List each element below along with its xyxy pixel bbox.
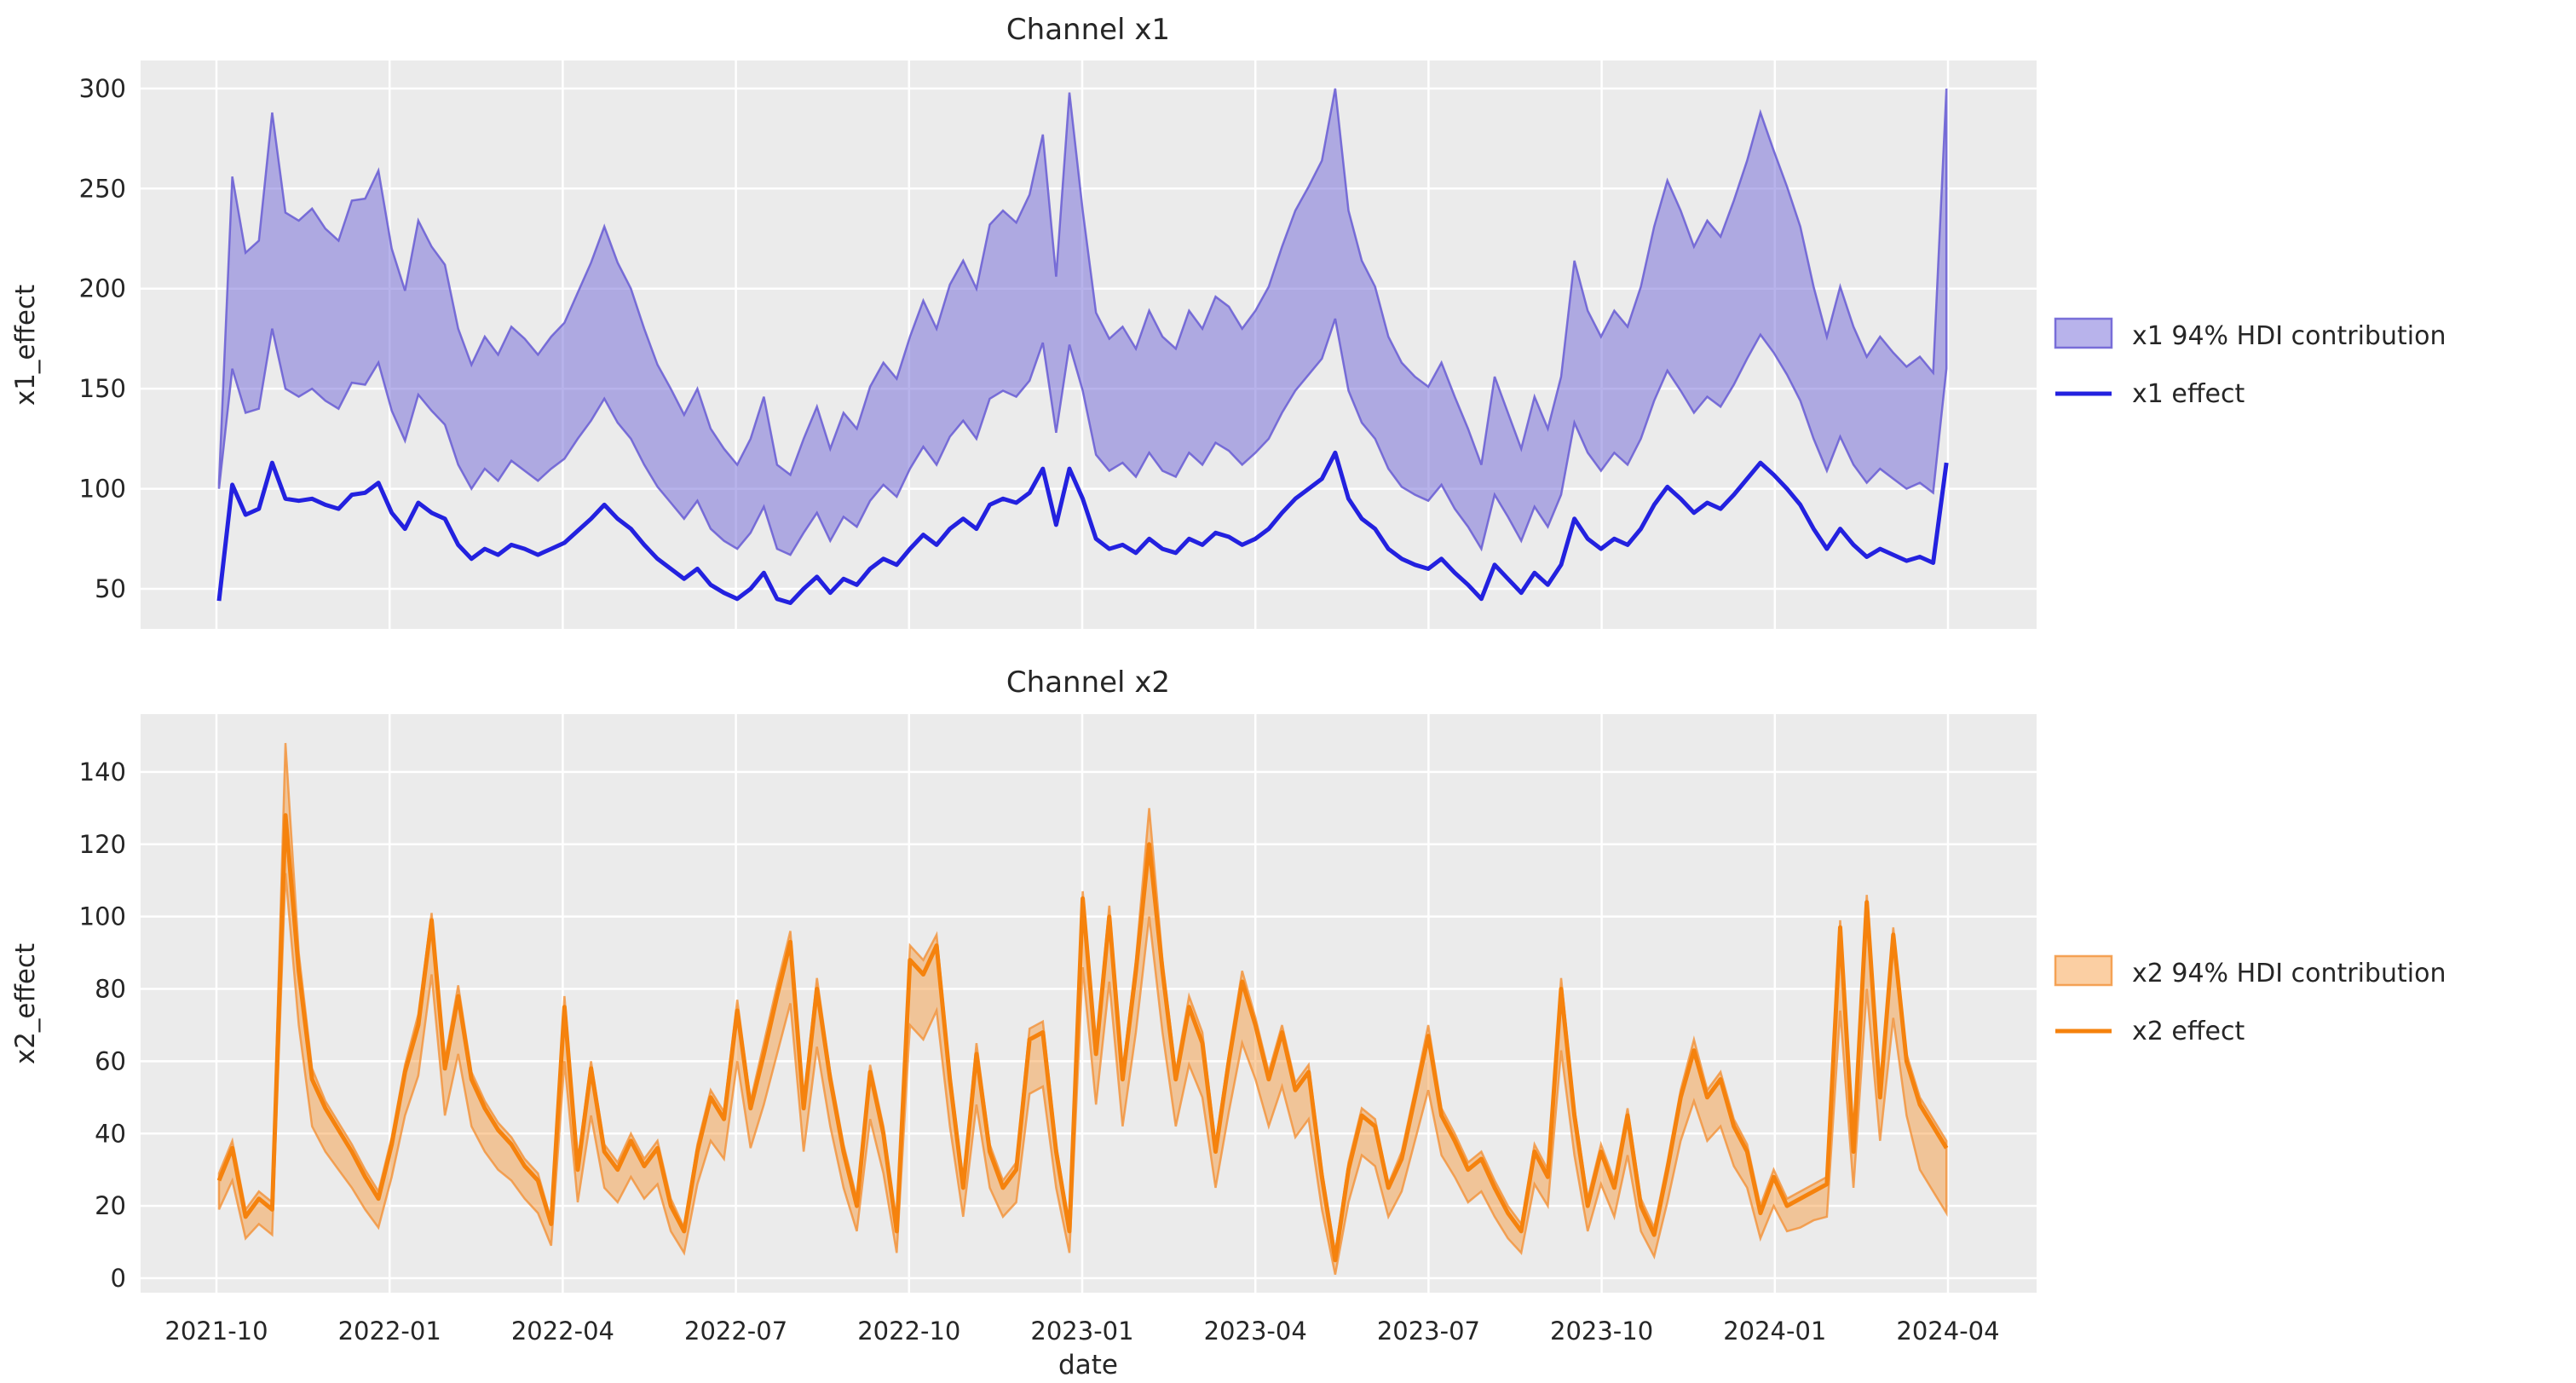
x-tick-label: 2022-01 [338,1317,441,1346]
x-axis-label: date [1058,1350,1118,1380]
x2-y-axis-label: x2_effect [10,943,41,1064]
x1-ytick-labels: 50 100 150 200 250 300 [79,74,126,603]
x-tick-label: 2023-07 [1377,1317,1480,1346]
subplot-x1: 50 100 150 200 250 300 Channel x1 x1_effect [10,13,2037,629]
y-tick-label: 300 [79,74,126,103]
y-tick-label: 80 [95,975,126,1004]
x-tick-label: 2023-04 [1204,1317,1307,1346]
x-tick-label: 2022-10 [857,1317,960,1346]
legend-x1: x1 94% HDI contribution x1 effect [2054,317,2446,409]
x-tick-label: 2022-07 [684,1317,787,1346]
x-tick-label: 2024-04 [1896,1317,1999,1346]
y-tick-label: 20 [95,1191,126,1220]
y-tick-label: 50 [95,574,126,603]
y-tick-label: 120 [79,830,126,859]
y-tick-label: 40 [95,1119,126,1148]
x1-effect-line [216,450,1949,605]
x-tick-label: 2022-04 [511,1317,614,1346]
x-tick-label: 2024-01 [1723,1317,1826,1346]
y-tick-label: 60 [95,1046,126,1075]
x-tick-label: 2023-10 [1550,1317,1653,1346]
x1-hdi-legend-swatch [2054,317,2113,349]
y-tick-label: 200 [79,274,126,303]
x2-plot-title: Channel x2 [1006,666,1170,700]
x-tick-label: 2023-01 [1030,1317,1133,1346]
x1-effect-legend-label: x1 effect [2132,379,2245,409]
x2-hdi-legend-swatch [2054,954,2113,987]
x1-y-axis-label: x1_effect [10,285,41,406]
x1-plot-title: Channel x1 [1006,13,1170,47]
subplot-x2: 0 20 40 60 80 100 120 140 2021-10 2022-01 2022-04… [10,666,2037,1380]
x2-effect-legend-label: x2 effect [2132,1017,2245,1046]
y-tick-label: 250 [79,174,126,203]
y-tick-label: 100 [79,902,126,931]
x2-effect-line [216,813,1949,1263]
y-tick-label: 100 [79,475,126,504]
y-tick-label: 140 [79,758,126,787]
x1-hdi-legend-label: x1 94% HDI contribution [2132,321,2446,351]
y-tick-label: 150 [79,374,126,403]
x2-hdi-legend-label: x2 94% HDI contribution [2132,959,2446,988]
x-axis-tick-labels: 2021-10 2022-01 2022-04 2022-07 2022-10 2023-… [164,1317,1999,1346]
x1-hdi-band [217,88,1948,556]
x2-ytick-labels: 0 20 40 60 80 100 120 140 [79,758,126,1293]
y-tick-label: 0 [111,1264,126,1293]
x-tick-label: 2021-10 [164,1317,268,1346]
legend-x2: x2 94% HDI contribution x2 effect [2054,954,2446,1046]
